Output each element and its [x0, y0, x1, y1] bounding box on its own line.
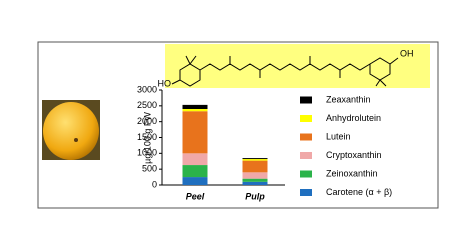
x-tick-label: Pulp: [245, 191, 265, 201]
chemical-structure: [171, 55, 399, 87]
fruit-photo: [42, 100, 100, 160]
y-tick-label: 500: [142, 164, 157, 174]
bar-segment: [242, 172, 268, 179]
bar-segment: [242, 160, 268, 173]
legend-swatch: [300, 189, 312, 196]
legend-label: Anhydrolutein: [326, 113, 381, 123]
y-axis-label: µg/100 g FW: [142, 112, 152, 164]
bar-segment: [182, 109, 208, 112]
y-tick-label: 2000: [137, 116, 157, 126]
left-group: HO: [158, 78, 172, 88]
bar-segment: [182, 153, 208, 166]
right-group: OH: [400, 48, 414, 58]
bar-segment: [182, 177, 208, 185]
legend-label: Zeinoxanthin: [326, 168, 378, 178]
y-tick-label: 0: [152, 179, 157, 189]
bar-segment: [182, 104, 208, 109]
legend-label: Zeaxanthin: [326, 94, 371, 104]
legend-swatch: [300, 96, 312, 104]
legend-label: Cryptoxanthin: [326, 150, 382, 160]
legend-swatch: [300, 152, 312, 159]
bar-segment: [242, 181, 268, 185]
y-tick-label: 2500: [137, 100, 157, 110]
x-tick-label: Peel: [186, 191, 205, 201]
bar-segment: [242, 159, 268, 161]
y-tick-label: 3000: [137, 84, 157, 94]
bar-segment: [242, 178, 268, 182]
legend-swatch: [300, 133, 312, 141]
y-tick-label: 1000: [137, 148, 157, 158]
y-tick-label: 1500: [137, 132, 157, 142]
bar-segment: [182, 111, 208, 154]
legend-label: Carotene (α + β): [326, 187, 392, 197]
structure-box: [165, 44, 430, 88]
bar-segment: [182, 165, 208, 178]
legend-label: Lutein: [326, 131, 351, 141]
bar-segment: [242, 158, 268, 160]
legend-swatch: [300, 115, 312, 122]
legend-swatch: [300, 170, 312, 178]
